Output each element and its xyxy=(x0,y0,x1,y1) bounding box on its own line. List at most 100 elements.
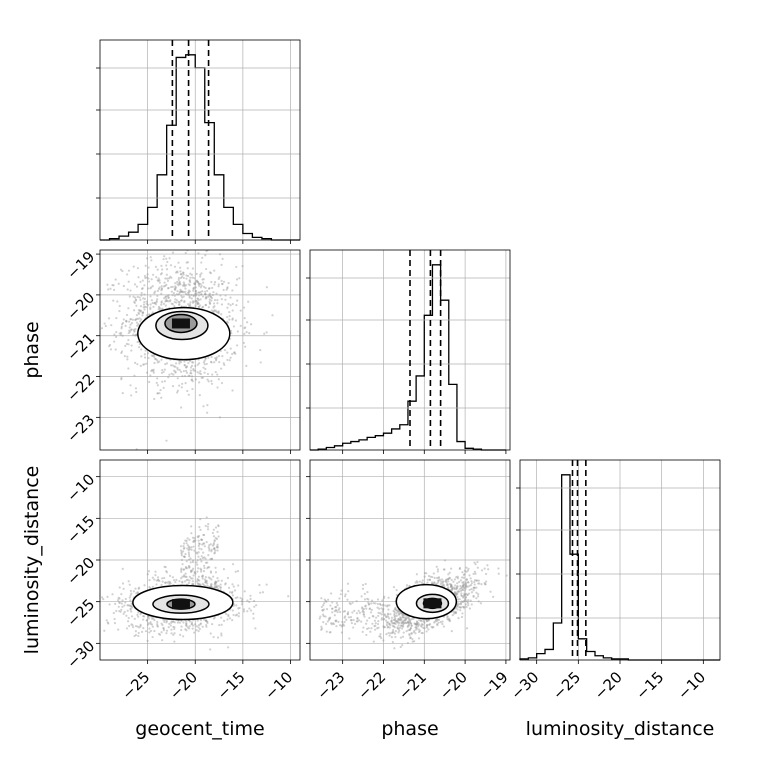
scatter-point xyxy=(186,389,189,393)
scatter-point xyxy=(208,300,211,303)
scatter-point xyxy=(475,579,479,582)
scatter-point xyxy=(128,624,131,628)
scatter-point xyxy=(348,602,351,605)
scatter-point xyxy=(160,301,163,304)
scatter-point xyxy=(350,621,353,625)
scatter-point xyxy=(164,581,167,584)
scatter-point xyxy=(190,378,194,381)
scatter-point xyxy=(231,318,234,321)
scatter-point xyxy=(402,616,405,619)
scatter-point xyxy=(139,310,142,313)
scatter-point xyxy=(207,306,210,309)
scatter-point xyxy=(401,624,405,627)
scatter-point xyxy=(210,550,213,553)
scatter-point xyxy=(216,636,220,639)
scatter-point xyxy=(184,567,188,570)
scatter-point xyxy=(367,601,370,604)
scatter-point xyxy=(176,280,179,284)
scatter-point xyxy=(460,600,463,603)
scatter-point xyxy=(204,524,207,528)
scatter-point xyxy=(210,296,214,300)
scatter-point xyxy=(174,271,178,274)
scatter-point xyxy=(182,555,186,558)
scatter-point xyxy=(176,283,179,286)
scatter-point xyxy=(160,396,163,399)
scatter-point xyxy=(161,380,164,383)
scatter-point xyxy=(126,604,129,607)
scatter-point xyxy=(215,586,218,589)
scatter-point xyxy=(467,592,471,595)
scatter-point xyxy=(474,563,477,566)
scatter-point xyxy=(210,382,213,385)
scatter-point xyxy=(211,622,214,626)
scatter-point xyxy=(124,344,127,347)
scatter-point xyxy=(420,625,423,628)
scatter-point xyxy=(107,622,110,625)
scatter-point xyxy=(351,611,354,614)
scatter-point xyxy=(329,631,332,634)
scatter-point xyxy=(437,581,440,584)
scatter-point xyxy=(392,622,395,625)
scatter-point xyxy=(210,548,213,551)
scatter-point xyxy=(324,622,328,626)
scatter-point xyxy=(192,289,195,292)
scatter-point xyxy=(401,614,404,617)
scatter-point xyxy=(120,376,123,380)
scatter-point xyxy=(397,619,400,622)
scatter-point xyxy=(181,374,184,378)
scatter-point xyxy=(134,361,137,364)
scatter-point xyxy=(169,299,172,302)
scatter-point xyxy=(167,296,170,299)
tick-label-y: −22 xyxy=(63,370,98,405)
scatter-point xyxy=(470,587,473,591)
scatter-point xyxy=(64,302,66,304)
scatter-point xyxy=(209,577,212,580)
scatter-point xyxy=(353,609,356,612)
scatter-point xyxy=(447,618,450,621)
scatter-point xyxy=(442,568,445,571)
scatter-point xyxy=(369,630,372,633)
scatter-point xyxy=(127,329,131,332)
scatter-point xyxy=(206,584,209,588)
scatter-point xyxy=(199,567,202,570)
scatter-point xyxy=(160,371,164,375)
scatter-point xyxy=(249,597,252,601)
scatter-point xyxy=(139,298,142,302)
scatter-point xyxy=(401,612,404,615)
scatter-point xyxy=(226,287,229,290)
scatter-point xyxy=(390,616,394,619)
scatter-point xyxy=(136,317,140,321)
scatter-point xyxy=(197,626,200,629)
scatter-point xyxy=(226,320,229,323)
scatter-point xyxy=(406,624,410,627)
scatter-point xyxy=(204,303,208,306)
scatter-point xyxy=(456,585,459,588)
scatter-point xyxy=(454,611,457,614)
scatter-point xyxy=(243,332,246,336)
scatter-point xyxy=(147,615,150,619)
scatter-point xyxy=(159,633,162,636)
scatter-point xyxy=(204,304,207,307)
x-axis-label-luminosity-distance: luminosity_distance xyxy=(526,718,715,740)
scatter-point xyxy=(216,373,219,376)
scatter-point xyxy=(343,616,346,619)
scatter-point xyxy=(112,611,115,615)
scatter-point xyxy=(403,621,406,624)
scatter-point xyxy=(448,582,452,586)
scatter-point xyxy=(208,287,211,290)
scatter-point xyxy=(450,584,453,587)
scatter-point xyxy=(467,598,470,602)
scatter-point xyxy=(129,589,132,592)
scatter-point xyxy=(265,583,268,586)
scatter-point xyxy=(419,624,423,627)
scatter-point xyxy=(456,577,460,580)
scatter-point xyxy=(420,622,424,626)
scatter-point xyxy=(475,591,478,594)
scatter-point xyxy=(150,623,154,626)
scatter-point xyxy=(327,598,330,601)
scatter-point xyxy=(223,348,227,352)
scatter-point xyxy=(185,579,188,582)
scatter-point xyxy=(168,373,171,376)
scatter-point xyxy=(224,294,227,297)
scatter-point xyxy=(188,296,191,299)
